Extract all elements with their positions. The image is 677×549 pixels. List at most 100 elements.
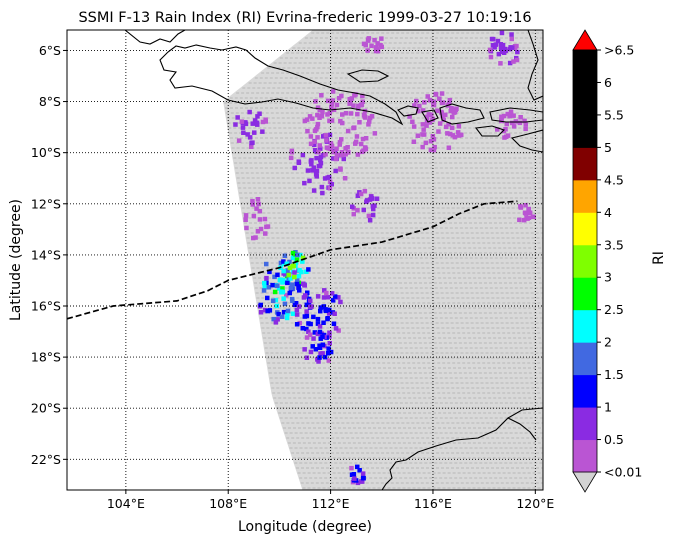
rain-pixel <box>369 43 374 48</box>
rain-pixel <box>324 145 330 150</box>
rain-pixel <box>420 108 426 113</box>
rain-pixel <box>284 261 290 266</box>
rain-pixel <box>285 311 290 317</box>
rain-pixel <box>495 38 501 44</box>
rain-pixel <box>311 314 316 320</box>
rain-pixel <box>297 320 302 326</box>
colorbar-segment <box>573 179 597 213</box>
rain-pixel <box>372 203 377 208</box>
colorbar-segment <box>573 439 597 473</box>
rain-pixel <box>307 332 313 337</box>
x-tick-label: 108°E <box>209 496 247 511</box>
rain-pixel <box>333 326 339 331</box>
rain-pixel <box>325 98 331 104</box>
rain-pixel <box>286 278 291 283</box>
rain-pixel <box>371 206 376 212</box>
rain-pixel <box>333 168 338 174</box>
rain-pixel <box>339 150 345 155</box>
rain-pixel <box>343 111 349 116</box>
rain-pixel <box>447 97 453 103</box>
rain-pixel <box>324 290 329 296</box>
rain-pixel <box>338 167 343 172</box>
rain-pixel <box>503 127 508 132</box>
rain-pixel <box>260 129 265 134</box>
rain-pixel <box>499 114 504 120</box>
rain-pixel <box>311 165 316 170</box>
colorbar-segment <box>573 82 597 116</box>
x-tick-label: 104°E <box>107 496 145 511</box>
coastline-lombok <box>421 109 439 123</box>
rain-pixel <box>284 315 290 321</box>
colorbar-label: RI <box>651 251 667 265</box>
rain-pixel <box>316 359 321 364</box>
rain-pixel <box>496 51 502 57</box>
rain-pixel <box>357 120 362 125</box>
rain-pixel <box>306 329 311 334</box>
colorbar-frame <box>572 49 598 473</box>
rain-pixel <box>310 168 315 173</box>
rain-pixel <box>360 136 366 142</box>
rain-pixel <box>373 48 379 54</box>
rain-pixel <box>329 118 335 123</box>
rain-pixel <box>304 302 309 308</box>
rain-pixel <box>436 129 441 134</box>
rain-pixel <box>456 124 462 129</box>
rain-pixel <box>370 212 376 218</box>
rain-pixel <box>439 91 445 96</box>
rain-pixel <box>312 142 317 147</box>
rain-pixel <box>428 139 434 144</box>
rain-pixel <box>356 106 361 111</box>
rain-pixel <box>342 176 348 181</box>
rain-pixel <box>304 355 310 360</box>
colorbar: <0.01 0.5 1 1.5 2 2.5 3 3.5 4 4.5 5 5.5 6 >6.5 <box>572 29 642 493</box>
rain-pixel <box>313 99 318 104</box>
y-tick-label: 12°S <box>31 196 61 211</box>
y-axis-label: Latitude (degree) <box>8 199 24 321</box>
rain-pixel <box>315 121 321 127</box>
rain-pixel <box>374 196 380 201</box>
rain-pixel <box>304 117 310 122</box>
x-axis-ticks: 104°E 108°E 112°E 116°E 120°E <box>107 490 554 511</box>
rain-pixel <box>247 135 253 140</box>
rain-pixel <box>295 281 300 287</box>
rain-pixel <box>243 217 248 222</box>
rain-pixel <box>363 136 369 141</box>
rain-pixel <box>372 37 377 43</box>
rain-pixel <box>509 36 514 42</box>
rain-pixel <box>258 226 264 232</box>
rain-pixel <box>290 250 296 256</box>
rain-pixel <box>366 213 372 219</box>
rain-pixel <box>429 112 434 117</box>
rain-pixel <box>363 42 368 48</box>
colorbar-tick-label: 0.5 <box>604 432 624 447</box>
rain-pixel <box>424 114 430 120</box>
rain-pixel <box>367 119 372 124</box>
rain-pixel <box>296 160 302 165</box>
rain-pixel <box>297 288 302 293</box>
rain-pixel <box>439 109 444 115</box>
rain-pixel <box>306 267 311 272</box>
rain-pixel <box>361 476 366 481</box>
colorbar-tick-label: 2 <box>604 335 612 350</box>
rain-pixel <box>325 316 330 321</box>
rain-pixel <box>299 269 304 275</box>
rain-pixel <box>518 205 524 210</box>
rain-pixel <box>255 114 260 119</box>
rain-pixel <box>500 43 506 48</box>
y-tick-label: 22°S <box>31 452 61 467</box>
figure-title: SSMI F-13 Rain Index (RI) Evrina-frederi… <box>78 10 531 26</box>
rain-pixel <box>290 298 295 303</box>
rain-pixel <box>431 99 437 104</box>
rain-pixel <box>352 125 357 130</box>
rain-pixel <box>323 133 329 138</box>
coastline-australia <box>381 407 543 490</box>
rain-pixel <box>270 282 275 288</box>
swath-area <box>223 30 543 490</box>
rain-pixel <box>435 108 440 113</box>
rain-pixel <box>334 152 340 157</box>
rain-pixel <box>264 261 269 267</box>
rain-pixel <box>332 294 338 299</box>
rain-pixel <box>304 335 310 340</box>
colorbar-segment <box>573 374 597 408</box>
rain-pixel <box>239 119 245 124</box>
